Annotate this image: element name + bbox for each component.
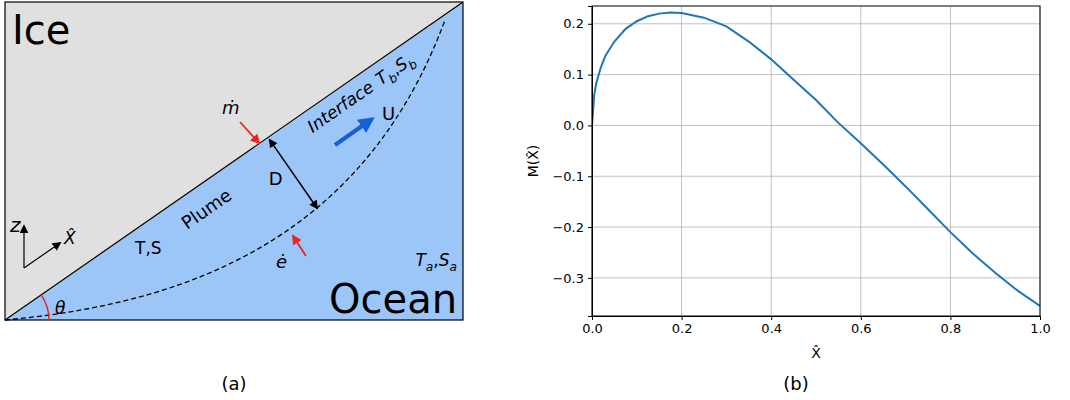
y-tick-label: 0.1: [563, 67, 584, 82]
grid-line-y: [592, 125, 1040, 126]
panel-label: (a): [221, 373, 246, 394]
x-tick-label: 0.6: [851, 321, 872, 336]
y-tick: 0.2: [563, 16, 592, 31]
chart-panel: 0.0 0.2 0.4 0.6 0.8 1.0 −0.3 −0.2 −0.1 0.0 0.1 0.2 X…: [525, 6, 1050, 394]
x-axis-label: X̂: [63, 228, 76, 248]
melt-label: ṁ: [222, 97, 240, 118]
x-tick-label: 0.4: [761, 321, 782, 336]
x-tick: 0.2: [672, 316, 693, 336]
x-axis-title: X̂: [811, 345, 821, 361]
y-tick-mark: [588, 227, 592, 228]
plume-props-label: T,S: [134, 238, 162, 258]
y-tick-label: −0.3: [552, 271, 584, 286]
grid-line-x: [681, 6, 682, 316]
angle-label: θ: [55, 298, 66, 318]
grid: [592, 6, 1040, 316]
x-tick: 0.4: [761, 316, 782, 336]
y-tick-mark: [588, 75, 592, 76]
y-axis: −0.3 −0.2 −0.1 0.0 0.1 0.2: [552, 7, 592, 317]
data-line: [592, 13, 1040, 306]
x-tick-label: 0.2: [672, 321, 693, 336]
y-tick: −0.2: [552, 220, 592, 235]
x-tick-label: 1.0: [1030, 321, 1051, 336]
x-tick: 0.8: [941, 316, 962, 336]
grid-line-y: [592, 277, 1040, 278]
figure: Ice InterfaceTb,Sb Plume D Uṁ ė T,S z X̂ θ OceanTa…: [0, 0, 1070, 400]
y-axis-line: [588, 7, 593, 317]
x-tick-label: 0.8: [941, 321, 962, 336]
interface-word: Interface: [303, 77, 377, 137]
grid-line-y: [592, 23, 1040, 24]
x-tick: 0.0: [582, 316, 603, 336]
y-axis-title: M(X̂): [525, 145, 541, 178]
grid-line-x: [771, 6, 772, 316]
y-tick-mark: [588, 125, 592, 126]
x-tick-mark: [861, 316, 862, 320]
plume-boundary: [5, 20, 445, 320]
y-tick-label: 0.0: [563, 118, 584, 133]
entrainment-arrow: [293, 236, 306, 256]
entrainment-label: ė: [276, 251, 287, 272]
x-tick-mark: [950, 316, 951, 320]
panel-label: (b): [783, 373, 808, 394]
ocean-vars: Ta,Sa: [415, 250, 457, 274]
velocity-label: U: [382, 103, 395, 124]
x-tick-label: 0.0: [582, 321, 603, 336]
grid-line-y: [592, 227, 1040, 228]
grid-line-y: [592, 176, 1040, 177]
y-tick-label: −0.1: [552, 169, 584, 184]
y-tick: −0.3: [552, 271, 592, 286]
y-tick-label: 0.2: [563, 16, 584, 31]
x-tick: 1.0: [1030, 316, 1051, 336]
grid-line-y: [592, 74, 1040, 75]
x-axis: 0.0 0.2 0.4 0.6 0.8 1.0: [582, 316, 1051, 336]
plume-label: Plume: [177, 184, 235, 233]
z-axis-arrow: [23, 226, 24, 268]
subscript: a: [426, 260, 434, 274]
symbol: S: [439, 250, 450, 270]
diagram-panel: Ice InterfaceTb,Sb Plume D Uṁ ė T,S z X̂ θ OceanTa…: [5, 2, 463, 394]
y-tick-mark: [588, 176, 592, 177]
ice-region: [5, 2, 463, 320]
interface-vars: Tb,Sb: [372, 49, 421, 93]
x-tick-mark: [771, 316, 772, 320]
plot-frame: [592, 6, 1040, 316]
y-tick-mark: [588, 278, 592, 279]
ice-label: Ice: [12, 7, 70, 53]
y-tick: −0.1: [552, 169, 592, 184]
y-tick-mark: [588, 24, 592, 25]
grid-line-x: [950, 6, 951, 316]
x-axis-line: [593, 317, 1041, 321]
melt-arrow: [240, 122, 259, 143]
x-tick-mark: [1040, 316, 1041, 320]
plot-area: [592, 13, 1040, 306]
x-tick-mark: [682, 316, 683, 320]
angle-arc: [41, 295, 49, 320]
ocean-label: Ocean: [329, 276, 457, 322]
diagram-frame: [5, 2, 463, 320]
subscript: b: [406, 57, 421, 73]
y-tick-label: −0.2: [552, 220, 584, 235]
subscript: a: [450, 260, 458, 274]
interface-line: [5, 2, 463, 320]
thickness-label: D: [269, 168, 283, 189]
y-tick: 0.0: [563, 118, 592, 133]
grid-line-x: [860, 6, 861, 316]
velocity-arrow: [335, 119, 372, 145]
x-axis-arrow: [24, 243, 60, 268]
y-tick: 0.1: [563, 67, 592, 82]
z-axis-label: z: [9, 213, 21, 237]
ocean-region: [5, 2, 463, 320]
x-tick: 0.6: [851, 316, 872, 336]
